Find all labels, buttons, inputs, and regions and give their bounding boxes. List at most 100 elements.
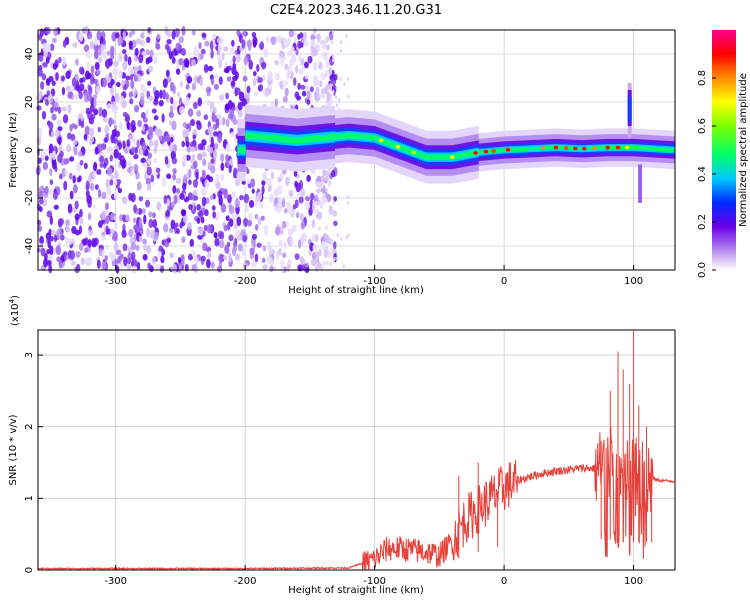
heatmap-noise-cell [284,208,288,214]
heatmap-noise-cell [196,121,202,131]
heatmap-signal-cell [425,154,429,160]
heatmap-noise-cell [332,58,335,63]
heatmap-noise-cell [310,192,315,201]
heatmap-noise-cell [254,253,259,263]
heatmap-noise-cell [235,53,241,63]
heatmap-noise-cell [195,256,199,265]
heatmap-noise-cell [78,31,84,42]
snr-y-tick-label: 2 [24,424,35,430]
heatmap-noise-cell [147,152,152,159]
heatmap-noise-cell [286,70,292,77]
heatmap-noise-cell [276,185,283,195]
heatmap-noise-cell [143,214,147,225]
spectrogram-x-tick-label: -200 [234,276,257,287]
heatmap-peak-cell [564,146,569,150]
heatmap-noise-cell [208,162,213,168]
heatmap-noise-cell [233,245,237,252]
heatmap-signal-cell [596,146,600,150]
heatmap-noise-cell [258,200,264,209]
heatmap-noise-cell [197,97,202,107]
heatmap-signal-cell [365,134,369,140]
heatmap-signal-cell [371,135,374,141]
heatmap-noise-cell [191,154,196,161]
heatmap-noise-cell [94,184,99,191]
heatmap-noise-cell [63,158,68,165]
heatmap-signal-cell [458,153,462,159]
heatmap-noise-cell [110,174,115,180]
heatmap-noise-cell [105,178,111,189]
heatmap-noise-cell [160,255,165,264]
heatmap-signal-cell [375,136,378,142]
heatmap-noise-cell [287,236,291,245]
heatmap-signal-cell [517,147,520,152]
heatmap-signal-cell [497,148,501,153]
heatmap-noise-cell [209,106,214,115]
heatmap-noise-cell [265,87,270,98]
heatmap-noise-cell [304,74,309,80]
heatmap-noise-cell [146,158,151,165]
heatmap-noise-cell [158,100,164,107]
heatmap-signal-cell [309,136,312,143]
heatmap-noise-cell [45,99,50,107]
heatmap-signal-cell [530,146,534,151]
heatmap-noise-cell [294,199,299,209]
heatmap-signal-cell [499,148,503,153]
heatmap-noise-cell [164,43,170,51]
heatmap-noise-cell [261,185,265,195]
heatmap-noise-cell [92,94,98,100]
heatmap-noise-cell [118,69,123,79]
heatmap-noise-cell [93,98,97,108]
heatmap-signal-cell [344,133,347,139]
heatmap-signal-cell [655,146,658,151]
heatmap-noise-cell [170,96,174,105]
colorbar-tick-label: 0.8 [697,70,708,86]
heatmap-noise-cell [261,61,267,70]
heatmap-noise-cell [308,206,313,216]
heatmap-signal-cell [429,154,433,160]
heatmap-peak-cell [624,145,630,150]
heatmap-noise-cell [310,34,316,41]
heatmap-noise-cell [93,43,99,52]
heatmap-signal-cell [550,145,553,150]
heatmap-noise-cell [336,256,339,261]
heatmap-noise-cell [201,196,207,207]
heatmap-noise-cell [189,141,195,148]
snr-y-ticks: 0 1 2 3 [24,352,43,573]
heatmap-noise-cell [302,32,308,41]
heatmap-noise-cell [328,67,333,77]
heatmap-noise-cell [88,229,94,237]
heatmap-signal-cell [241,146,244,154]
heatmap-noise-cell [214,142,219,150]
heatmap-noise-cell [69,250,76,261]
heatmap-noise-cell [42,161,49,171]
heatmap-noise-cell [286,203,292,212]
heatmap-noise-cell [107,145,111,155]
heatmap-signal-cell [427,154,431,160]
heatmap-signal-cell [402,146,405,152]
heatmap-noise-cell [101,191,107,200]
heatmap-noise-cell [129,74,134,81]
heatmap-noise-cell [332,89,335,94]
heatmap-peak-cell [592,146,597,150]
heatmap-noise-cell [53,102,59,108]
heatmap-noise-cell [45,232,52,241]
heatmap-noise-cell [218,117,223,125]
heatmap-noise-cell [284,63,289,71]
heatmap-noise-cell [254,201,258,208]
heatmap-noise-cell [98,220,103,228]
heatmap-noise-cell [201,187,207,197]
heatmap-noise-cell [189,238,194,248]
heatmap-noise-cell [243,56,249,66]
heatmap-noise-cell [315,43,320,51]
heatmap-noise-cell [73,148,78,156]
heatmap-noise-cell [145,177,151,185]
heatmap-noise-cell [128,32,133,38]
heatmap-noise-cell [148,95,154,101]
heatmap-noise-cell [179,222,183,229]
heatmap-noise-cell [191,250,196,258]
heatmap-noise-cell [248,200,255,208]
heatmap-noise-cell [345,235,348,240]
heatmap-noise-cell [48,121,54,130]
heatmap-noise-cell [97,56,103,64]
